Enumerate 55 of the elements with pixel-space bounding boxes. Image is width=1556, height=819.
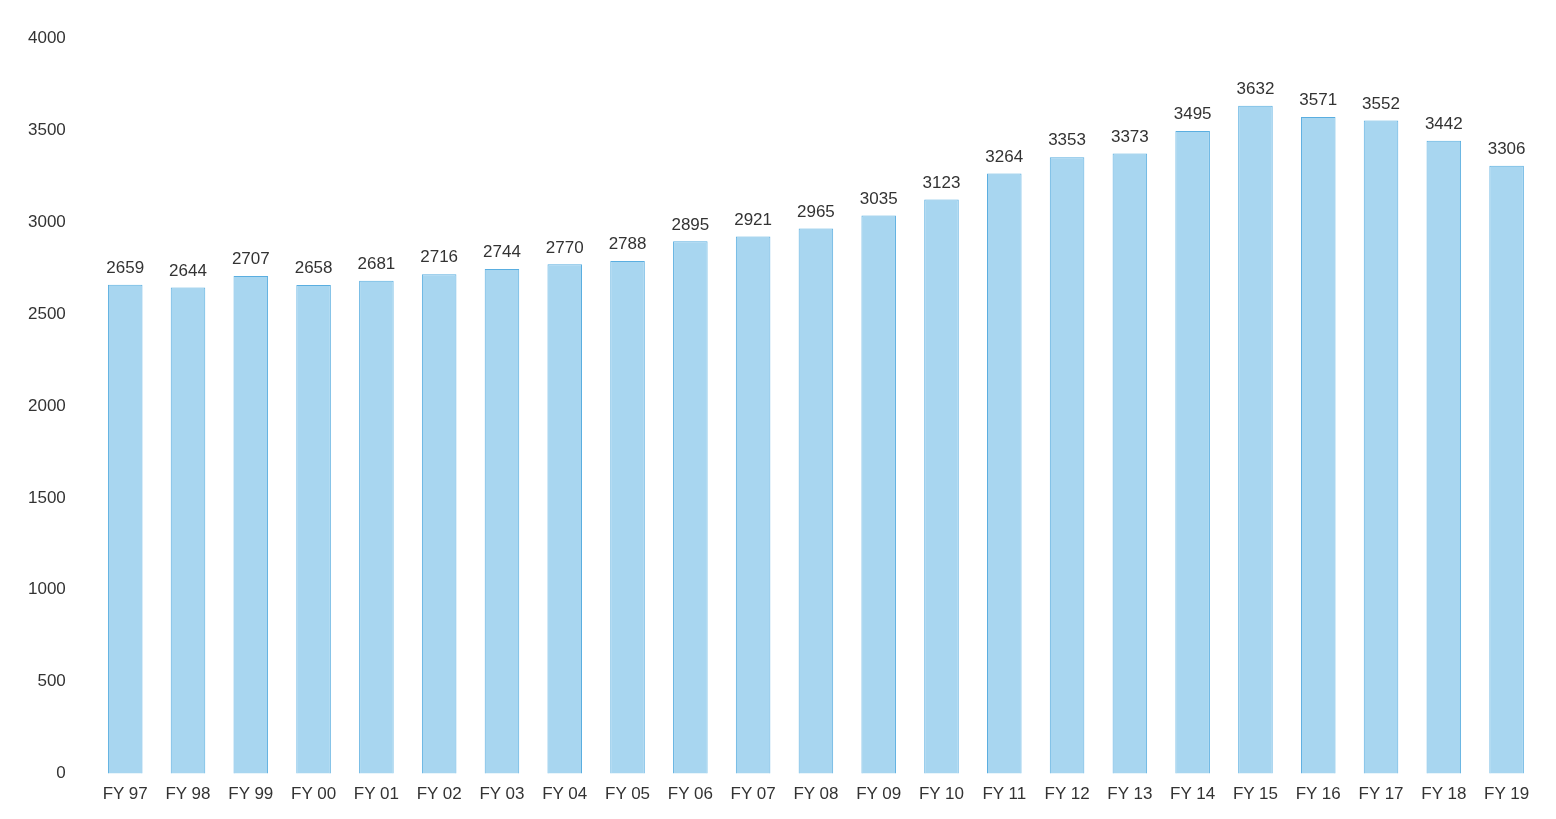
x-tick-label: FY 15 bbox=[1232, 784, 1278, 804]
y-tick-label: 3000 bbox=[27, 211, 66, 231]
data-label: 3264 bbox=[985, 146, 1024, 166]
data-label: 3306 bbox=[1487, 138, 1526, 158]
y-tick-label: 4000 bbox=[27, 27, 66, 47]
data-label: 2921 bbox=[734, 209, 773, 229]
x-tick-label: FY 06 bbox=[667, 784, 713, 804]
data-label: 2707 bbox=[231, 249, 270, 269]
x-tick-label: FY 19 bbox=[1484, 784, 1530, 804]
x-tick-label: FY 01 bbox=[353, 784, 399, 804]
data-label: 3373 bbox=[1110, 126, 1149, 146]
x-tick-label: FY 07 bbox=[730, 784, 776, 804]
data-label: 2659 bbox=[106, 257, 145, 277]
data-label: 2681 bbox=[357, 253, 396, 273]
data-label: 3571 bbox=[1299, 90, 1338, 110]
x-tick-label: FY 04 bbox=[542, 784, 588, 804]
y-tick-label: 500 bbox=[37, 671, 66, 691]
x-tick-label: FY 11 bbox=[982, 784, 1027, 804]
data-label: 2644 bbox=[169, 260, 207, 280]
y-tick-label: 0 bbox=[56, 763, 66, 783]
data-label: 2744 bbox=[483, 242, 521, 262]
x-tick-label: FY 03 bbox=[479, 784, 525, 804]
y-tick-label: 2500 bbox=[27, 303, 66, 323]
x-tick-label: FY 09 bbox=[856, 784, 902, 804]
x-tick-label: FY 00 bbox=[291, 784, 337, 804]
data-label: 3353 bbox=[1048, 130, 1086, 150]
data-label: 3035 bbox=[859, 188, 898, 208]
x-tick-label: FY 08 bbox=[793, 784, 839, 804]
x-tick-label: FY 98 bbox=[165, 784, 211, 804]
x-tick-label: FY 17 bbox=[1358, 784, 1404, 804]
data-label: 2788 bbox=[608, 234, 647, 254]
y-tick-label: 3500 bbox=[27, 119, 66, 139]
x-tick-label: FY 13 bbox=[1107, 784, 1153, 804]
x-tick-label: FY 05 bbox=[605, 784, 651, 804]
data-label: 2658 bbox=[294, 258, 333, 278]
data-label: 3442 bbox=[1424, 113, 1463, 133]
x-tick-label: FY 97 bbox=[102, 784, 148, 804]
data-label: 2965 bbox=[797, 201, 835, 221]
x-tick-label: FY 10 bbox=[918, 784, 965, 804]
x-tick-label: FY 12 bbox=[1044, 784, 1090, 804]
data-label: 3123 bbox=[922, 172, 961, 192]
data-label: 3552 bbox=[1362, 93, 1400, 113]
data-label: 3632 bbox=[1236, 79, 1275, 99]
data-label: 2895 bbox=[671, 214, 710, 234]
x-tick-label: FY 16 bbox=[1295, 784, 1341, 804]
data-label: 3495 bbox=[1173, 104, 1212, 124]
y-tick-label: 1500 bbox=[27, 487, 66, 507]
x-tick-label: FY 99 bbox=[228, 784, 274, 804]
y-tick-label: 1000 bbox=[27, 579, 66, 599]
x-tick-label: FY 02 bbox=[416, 784, 462, 804]
data-label: 2770 bbox=[545, 237, 584, 257]
data-label: 2716 bbox=[420, 247, 459, 267]
x-tick-label: FY 14 bbox=[1170, 784, 1216, 804]
y-tick-label: 2000 bbox=[27, 395, 66, 415]
x-tick-label: FY 18 bbox=[1421, 784, 1467, 804]
